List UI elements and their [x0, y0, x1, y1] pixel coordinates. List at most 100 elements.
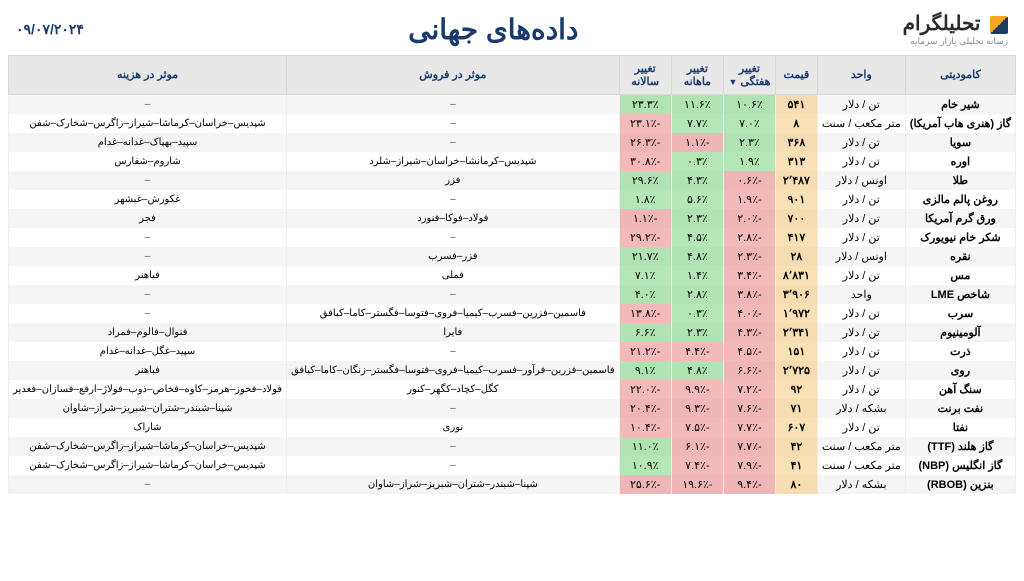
cell: شپدیس–خراسان–کرماشا–شیراز–زاگرس–شخارک–شف…	[9, 114, 287, 133]
cell: ذرت	[905, 342, 1015, 361]
cell: –	[9, 304, 287, 323]
cell: شاروم–شفارس	[9, 152, 287, 171]
cell: ۴.۵٪	[671, 228, 723, 247]
cell: ۴.۸٪	[671, 361, 723, 380]
cell: نقره	[905, 247, 1015, 266]
col-yearly[interactable]: تغییر سالانه	[619, 55, 671, 94]
col-commodity[interactable]: کامودیتی	[905, 55, 1015, 94]
cell: –	[287, 94, 620, 114]
cell: ۲٬۷۲۵	[775, 361, 817, 380]
cell: تن / دلار	[817, 361, 905, 380]
cell: ۵.۶٪	[671, 190, 723, 209]
cell: ۱.۴٪	[671, 266, 723, 285]
cell: -۷.۲٪	[723, 380, 775, 399]
table-row: آلومینیومتن / دلار۲٬۳۴۱-۴.۳٪۲.۳٪۶.۶٪فایر…	[9, 323, 1016, 342]
cell: -۱۳.۸٪	[619, 304, 671, 323]
cell: تن / دلار	[817, 418, 905, 437]
table-row: طلااونس / دلار۲٬۴۸۷-۰.۶٪۴.۳٪۲۹.۶٪فزر–	[9, 171, 1016, 190]
cell: فولاد–فوکا–فنورد	[287, 209, 620, 228]
cell: اوره	[905, 152, 1015, 171]
cell: ۴۱۷	[775, 228, 817, 247]
cell: شپدیس–خراسان–کرماشا–شیراز–زاگرس–شخارک–شف…	[9, 437, 287, 456]
cell: –	[287, 133, 620, 152]
cell: بشکه / دلار	[817, 475, 905, 494]
col-cost[interactable]: موثر در هزینه	[9, 55, 287, 94]
cell: -۹.۴٪	[723, 475, 775, 494]
sort-down-icon: ▼	[728, 77, 737, 87]
table-row: شاخص LMEواحد۳٬۹۰۶-۳.۸٪۲.۸٪۴.۰٪––	[9, 285, 1016, 304]
cell: -۳۰.۸٪	[619, 152, 671, 171]
cell: –	[287, 342, 620, 361]
cell: نفت برنت	[905, 399, 1015, 418]
cell: ۲۸	[775, 247, 817, 266]
cell: متر مکعب / سنت	[817, 114, 905, 133]
cell: شپدیس–کرمانشا–خراسان–شیراز–شلرد	[287, 152, 620, 171]
cell: -۱.۹٪	[723, 190, 775, 209]
cell: شپنا–شبندر–شتران–شبریز–شراز–شاوان	[287, 475, 620, 494]
cell: نوری	[287, 418, 620, 437]
cell: –	[287, 228, 620, 247]
cell: ۸۰	[775, 475, 817, 494]
col-monthly[interactable]: تغییر ماهانه	[671, 55, 723, 94]
cell: شپدیس–خراسان–کرماشا–شیراز–زاگرس–شخارک–شف…	[9, 456, 287, 475]
cell: نفتا	[905, 418, 1015, 437]
cell: -۲۶.۳٪	[619, 133, 671, 152]
table-row: نفتاتن / دلار۶۰۷-۷.۷٪-۷.۵٪-۱۰.۴٪نوریشارا…	[9, 418, 1016, 437]
cell: شپنا–شبندر–شتران–شبریز–شراز–شاوان	[9, 399, 287, 418]
cell: ۷.۷٪	[671, 114, 723, 133]
cell: ۹۲	[775, 380, 817, 399]
col-weekly[interactable]: تغییر هفتگی ▼	[723, 55, 775, 94]
cell: بنزین (RBOB)	[905, 475, 1015, 494]
cell: ۱۰.۹٪	[619, 456, 671, 475]
cell: تن / دلار	[817, 190, 905, 209]
cell: اونس / دلار	[817, 247, 905, 266]
table-row: مستن / دلار۸٬۸۳۱-۳.۴٪۱.۴٪۷.۱٪فملیفباهنر	[9, 266, 1016, 285]
cell: ۷.۰٪	[723, 114, 775, 133]
cell: -۴.۳٪	[723, 323, 775, 342]
cell: ۱٬۹۷۲	[775, 304, 817, 323]
cell: فملی	[287, 266, 620, 285]
cell: ۳۶۸	[775, 133, 817, 152]
logo: تحلیلگرام رسانه تحلیلی بازار سرمایه	[903, 12, 1008, 47]
cell: ۳۱۳	[775, 152, 817, 171]
cell: ۲۱.۷٪	[619, 247, 671, 266]
table-row: نقرهاونس / دلار۲۸-۲.۳٪۴.۸٪۲۱.۷٪فزر–فسرب–	[9, 247, 1016, 266]
report-date: ۰۹/۰۷/۲۰۲۴	[16, 21, 84, 38]
cell: ۴.۳٪	[671, 171, 723, 190]
cell: ۹۰۱	[775, 190, 817, 209]
table-body: شیر خامتن / دلار۵۴۱۱۰.۶٪۱۱.۶٪۲۳.۳٪––گاز …	[9, 94, 1016, 494]
col-price[interactable]: قیمت	[775, 55, 817, 94]
cell: –	[9, 228, 287, 247]
table-row: روغن پالم مالزیتن / دلار۹۰۱-۱.۹٪۵.۶٪۱.۸٪…	[9, 190, 1016, 209]
col-sales[interactable]: موثر در فروش	[287, 55, 620, 94]
cell: -۱.۱٪	[671, 133, 723, 152]
table-row: ورق گرم آمریکاتن / دلار۷۰۰-۲.۰٪۲.۳٪-۱.۱٪…	[9, 209, 1016, 228]
cell: -۳.۴٪	[723, 266, 775, 285]
cell: -۷.۵٪	[671, 418, 723, 437]
cell: -۴.۰٪	[723, 304, 775, 323]
logo-text: تحلیلگرام	[903, 12, 1008, 36]
cell: تن / دلار	[817, 209, 905, 228]
cell: غکورش–غبشهر	[9, 190, 287, 209]
cell: تن / دلار	[817, 266, 905, 285]
cell: شیر خام	[905, 94, 1015, 114]
table-row: اورهتن / دلار۳۱۳۱.۹٪۰.۳٪-۳۰.۸٪شپدیس–کرما…	[9, 152, 1016, 171]
cell: فایرا	[287, 323, 620, 342]
col-unit[interactable]: واحد	[817, 55, 905, 94]
cell: ۷.۱٪	[619, 266, 671, 285]
cell: -۲۰.۴٪	[619, 399, 671, 418]
cell: ۹.۱٪	[619, 361, 671, 380]
cell: -۷.۷٪	[723, 437, 775, 456]
cell: ۱۱.۶٪	[671, 94, 723, 114]
cell: تن / دلار	[817, 228, 905, 247]
cell: –	[9, 285, 287, 304]
logo-subtitle: رسانه تحلیلی بازار سرمایه	[903, 36, 1008, 47]
cell: –	[9, 171, 287, 190]
cell: سویا	[905, 133, 1015, 152]
cell: ۲.۳٪	[671, 323, 723, 342]
cell: ۱۵۱	[775, 342, 817, 361]
cell: ۱۰.۶٪	[723, 94, 775, 114]
cell: -۶.۱٪	[671, 437, 723, 456]
cell: تن / دلار	[817, 323, 905, 342]
cell: -۲۵.۶٪	[619, 475, 671, 494]
